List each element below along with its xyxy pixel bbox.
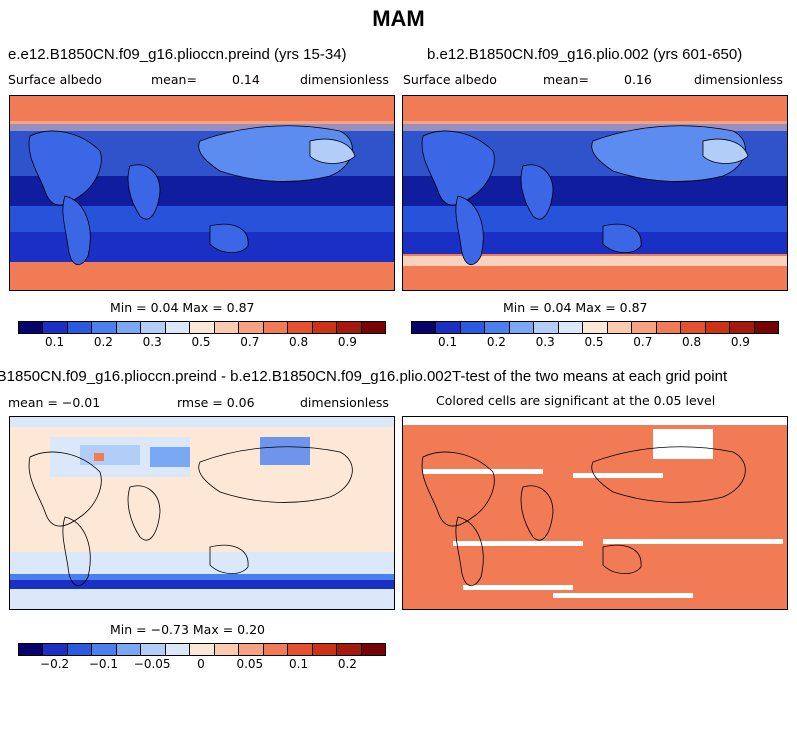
colorbar-tick-label: 0.3 <box>535 335 555 349</box>
colorbar-tick-label: 0.2 <box>337 657 357 671</box>
colorbar-swatch <box>534 322 559 333</box>
panel4-map <box>402 416 788 610</box>
panel3-map <box>9 416 395 610</box>
panel1-mean-value: 0.14 <box>232 72 260 87</box>
colorbar-swatch <box>92 644 117 655</box>
colorbar-tick-label: −0.2 <box>40 657 70 671</box>
colorbar-tick-label: −0.05 <box>133 657 171 671</box>
colorbar-swatch <box>754 322 779 333</box>
panel3-units: dimensionless <box>300 395 389 410</box>
panel1-variable: Surface albedo <box>8 72 102 87</box>
colorbar-swatch <box>239 322 264 333</box>
panel2-map <box>402 95 788 291</box>
colorbar-swatch <box>656 322 682 333</box>
colorbar-swatch <box>705 322 731 333</box>
panel1-colorbar-ticks: 0.1 0.2 0.3 0.5 0.7 0.8 0.9 <box>18 335 384 351</box>
panel1-units: dimensionless <box>300 72 389 87</box>
colorbar-swatch <box>141 644 166 655</box>
panel3-rmse: rmse = 0.06 <box>177 395 255 410</box>
colorbar-swatch <box>558 322 584 333</box>
colorbar-tick-label: 0.7 <box>633 335 653 349</box>
colorbar-tick-label: 0.9 <box>337 335 357 349</box>
colorbar-swatch <box>288 644 313 655</box>
colorbar-swatch <box>681 322 706 333</box>
colorbar-swatch <box>485 322 510 333</box>
colorbar-tick-label: 0.3 <box>142 335 162 349</box>
panel4-title: T-test of the two means at each grid poi… <box>452 368 728 385</box>
colorbar-swatch <box>312 322 338 333</box>
colorbar-swatch <box>632 322 657 333</box>
colorbar-swatch <box>312 644 338 655</box>
colorbar-swatch <box>214 322 240 333</box>
colorbar-swatch <box>436 322 461 333</box>
panel2-colorbar-ticks: 0.1 0.2 0.3 0.5 0.7 0.8 0.9 <box>411 335 777 351</box>
panel2-minmax: Min = 0.04 Max = 0.87 <box>503 300 648 315</box>
panel1-colorbar <box>18 321 386 334</box>
colorbar-swatch <box>460 322 486 333</box>
colorbar-tick-label: 0.2 <box>93 335 113 349</box>
panel2-title: b.e12.B1850CN.f09_g16.plio.002 (yrs 601-… <box>427 46 743 63</box>
colorbar-swatch <box>509 322 535 333</box>
colorbar-tick-label: 0 <box>197 657 205 671</box>
colorbar-swatch <box>288 322 313 333</box>
panel2-mean-label: mean= <box>543 72 589 87</box>
colorbar-swatch <box>239 644 264 655</box>
colorbar-swatch <box>67 644 93 655</box>
colorbar-tick-label: 0.1 <box>438 335 458 349</box>
panel3-colorbar <box>18 643 386 656</box>
colorbar-swatch <box>43 644 68 655</box>
colorbar-swatch <box>92 322 117 333</box>
colorbar-swatch <box>214 644 240 655</box>
colorbar-tick-label: 0.1 <box>45 335 65 349</box>
panel3-title-clip: e12.B1850CN.f09_g16.plioccn.preind - b.e… <box>0 368 452 388</box>
panel2-colorbar <box>411 321 779 334</box>
colorbar-tick-label: 0.1 <box>289 657 309 671</box>
colorbar-swatch <box>361 644 386 655</box>
colorbar-swatch <box>607 322 633 333</box>
colorbar-swatch <box>190 322 215 333</box>
panel2-units: dimensionless <box>694 72 783 87</box>
panel3-colorbar-ticks: −0.2 −0.1 −0.05 0 0.05 0.1 0.2 <box>18 657 384 673</box>
colorbar-tick-label: 0.5 <box>584 335 604 349</box>
colorbar-swatch <box>583 322 608 333</box>
colorbar-tick-label: 0.05 <box>236 657 264 671</box>
panel1-map <box>9 95 395 291</box>
colorbar-swatch <box>19 322 44 333</box>
colorbar-swatch <box>412 322 437 333</box>
colorbar-swatch <box>165 644 191 655</box>
panel2-mean-value: 0.16 <box>624 72 652 87</box>
colorbar-swatch <box>361 322 386 333</box>
panel1-minmax: Min = 0.04 Max = 0.87 <box>110 300 255 315</box>
colorbar-tick-label: 0.8 <box>289 335 309 349</box>
colorbar-swatch <box>43 322 68 333</box>
colorbar-swatch <box>116 322 142 333</box>
panel1-mean-label: mean= <box>151 72 197 87</box>
colorbar-tick-label: 0.2 <box>486 335 506 349</box>
colorbar-swatch <box>116 644 142 655</box>
colorbar-swatch <box>19 644 44 655</box>
colorbar-swatch <box>337 644 362 655</box>
figure-title: MAM <box>372 6 425 31</box>
colorbar-tick-label: 0.7 <box>240 335 260 349</box>
panel3-title: e12.B1850CN.f09_g16.plioccn.preind - b.e… <box>0 368 452 385</box>
colorbar-tick-label: 0.9 <box>730 335 750 349</box>
colorbar-swatch <box>730 322 755 333</box>
panel2-variable: Surface albedo <box>403 72 497 87</box>
colorbar-swatch <box>190 644 215 655</box>
colorbar-tick-label: 0.5 <box>191 335 211 349</box>
colorbar-tick-label: 0.8 <box>682 335 702 349</box>
colorbar-swatch <box>165 322 191 333</box>
colorbar-swatch <box>141 322 166 333</box>
panel1-title: e.e12.B1850CN.f09_g16.plioccn.preind (yr… <box>8 46 347 63</box>
panel4-subtitle: Colored cells are significant at the 0.0… <box>436 393 716 408</box>
colorbar-swatch <box>263 644 289 655</box>
panel3-mean: mean = −0.01 <box>8 395 101 410</box>
colorbar-swatch <box>263 322 289 333</box>
colorbar-swatch <box>67 322 93 333</box>
colorbar-tick-label: −0.1 <box>88 657 118 671</box>
colorbar-swatch <box>337 322 362 333</box>
panel3-minmax: Min = −0.73 Max = 0.20 <box>110 622 265 637</box>
